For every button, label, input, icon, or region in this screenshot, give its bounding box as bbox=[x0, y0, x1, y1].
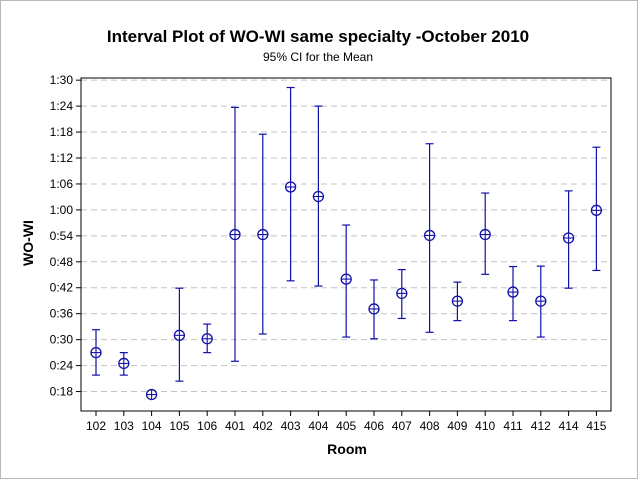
x-tick-label: 102 bbox=[86, 419, 106, 433]
x-tick-label: 412 bbox=[531, 419, 551, 433]
y-tick-label: 1:18 bbox=[50, 125, 74, 139]
y-tick-label: 0:48 bbox=[50, 255, 74, 269]
x-tick-label: 415 bbox=[586, 419, 606, 433]
y-tick-label: 1:30 bbox=[50, 73, 74, 87]
x-tick-label: 414 bbox=[559, 419, 579, 433]
y-tick-label: 0:54 bbox=[50, 229, 74, 243]
x-tick-label: 405 bbox=[336, 419, 356, 433]
y-tick-label: 1:06 bbox=[50, 177, 74, 191]
x-tick-label: 411 bbox=[503, 419, 522, 433]
interval-series bbox=[90, 86, 603, 401]
x-tick-label: 410 bbox=[475, 419, 495, 433]
x-tick-label: 103 bbox=[114, 419, 134, 433]
y-tick-label: 0:18 bbox=[50, 385, 74, 399]
y-tick-label: 0:36 bbox=[50, 307, 74, 321]
x-tick-label: 106 bbox=[197, 419, 217, 433]
x-tick-label: 409 bbox=[447, 419, 467, 433]
y-tick-label: 1:00 bbox=[50, 203, 74, 217]
x-axis-label: Room bbox=[327, 441, 367, 457]
x-tick-label: 406 bbox=[364, 419, 384, 433]
y-axis-ticks: 0:18 0:24 0:30 0:36 0:42 0:48 0:54 1:00 1:06 1:12… bbox=[50, 73, 81, 399]
x-tick-label: 408 bbox=[420, 419, 440, 433]
x-tick-label: 403 bbox=[281, 419, 301, 433]
chart-title: Interval Plot of WO-WI same specialty -O… bbox=[107, 27, 529, 46]
y-tick-label: 0:30 bbox=[50, 333, 74, 347]
x-tick-label: 401 bbox=[225, 419, 245, 433]
y-tick-label: 0:42 bbox=[50, 281, 74, 295]
x-tick-label: 407 bbox=[392, 419, 412, 433]
x-axis-ticks: 102 103 104 105 106 401 402 403 404 405 406 407 408 4… bbox=[86, 411, 607, 433]
y-tick-label: 0:24 bbox=[50, 359, 74, 373]
y-tick-label: 1:24 bbox=[50, 99, 74, 113]
x-tick-label: 404 bbox=[308, 419, 328, 433]
y-axis-label: WO-WI bbox=[20, 220, 36, 266]
x-tick-label: 105 bbox=[169, 419, 189, 433]
chart-subtitle: 95% CI for the Mean bbox=[263, 50, 373, 64]
y-tick-label: 1:12 bbox=[50, 151, 74, 165]
x-tick-label: 104 bbox=[142, 419, 162, 433]
x-tick-label: 402 bbox=[253, 419, 273, 433]
